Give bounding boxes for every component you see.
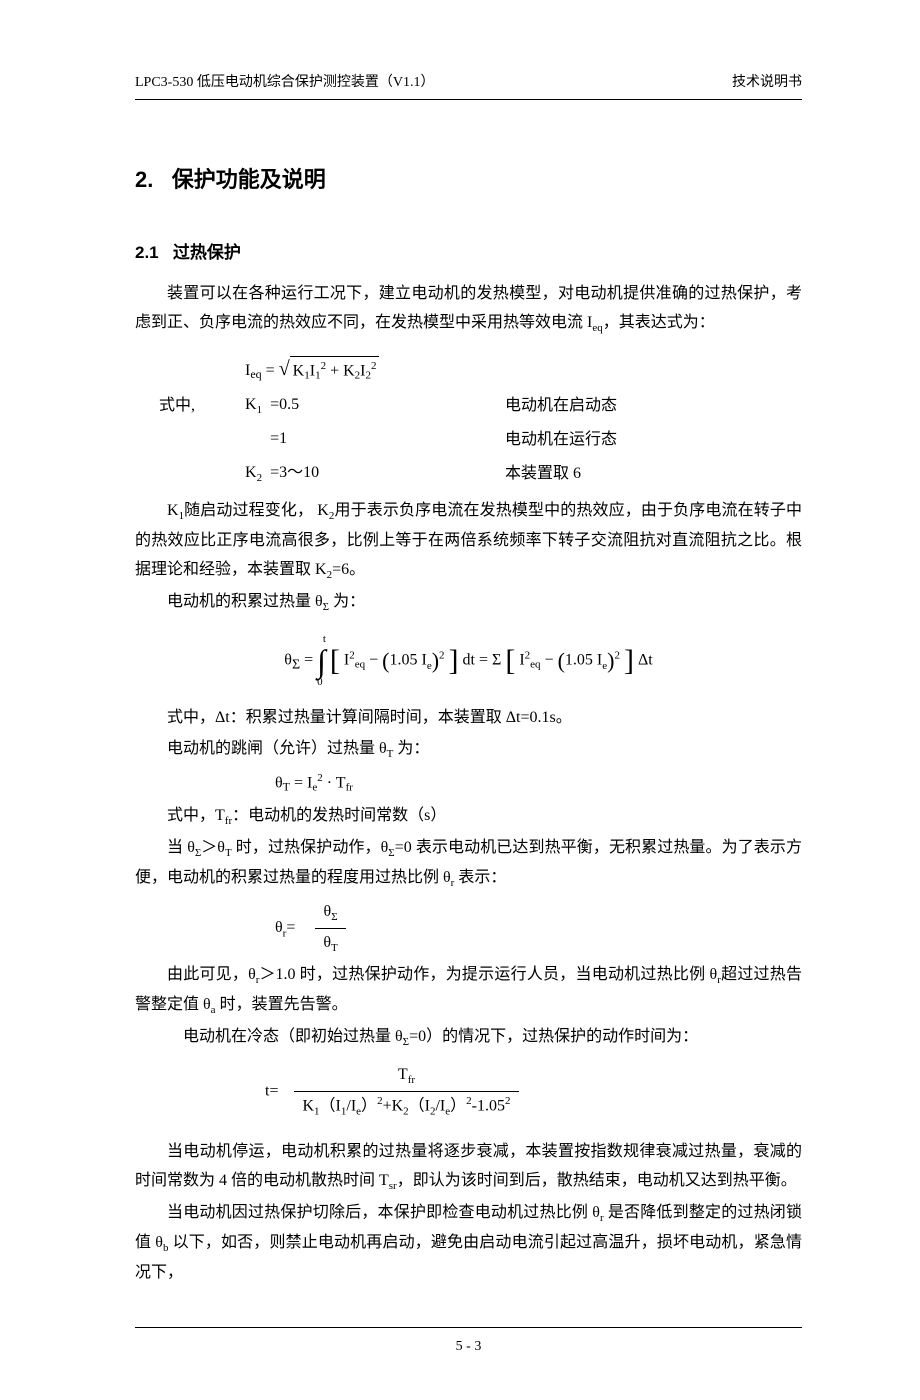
section-heading: 2. 保护功能及说明 bbox=[135, 160, 802, 200]
subsection-heading: 2.1 过热保护 bbox=[135, 238, 802, 269]
formula-ieq: Ieq = √ K1I12 + K2I22 式中, K1 =0.5 电动机在启动… bbox=[135, 351, 802, 489]
k2-line: K2 =3～10 bbox=[245, 459, 505, 489]
paragraph-2: K1随启动过程变化， K2用于表示负序电流在发热模型中的热效应，由于负序电流在转… bbox=[135, 497, 802, 586]
paragraph-11: 当电动机因过热保护切除后，本保护即检查电动机过热比例 θr 是否降低到整定的过热… bbox=[135, 1199, 802, 1288]
subsection-title: 过热保护 bbox=[173, 243, 241, 262]
where-label: 式中, bbox=[135, 392, 245, 421]
integral-symbol: ∫ bbox=[317, 645, 326, 677]
header-left: LPC3-530 低压电动机综合保护测控装置（V1.1） bbox=[135, 70, 434, 95]
section-title: 保护功能及说明 bbox=[172, 167, 326, 192]
paragraph-4: 式中，Δt：积累过热量计算间隔时间，本装置取 Δt=0.1s。 bbox=[135, 704, 802, 733]
paragraph-6: 式中，Tfr：电动机的发热时间常数（s） bbox=[135, 802, 802, 832]
k1-state-1: 电动机在启动态 bbox=[505, 392, 617, 421]
paragraph-5: 电动机的跳闸（允许）过热量 θT 为： bbox=[135, 735, 802, 765]
k1-state-2: 电动机在运行态 bbox=[505, 426, 617, 455]
formula-theta-t: θT = Ie2 · Tfr bbox=[135, 769, 802, 798]
page-footer: 5 - 3 bbox=[135, 1327, 802, 1359]
k2-note: 本装置取 6 bbox=[505, 460, 581, 489]
paragraph-3: 电动机的积累过热量 θΣ 为： bbox=[135, 588, 802, 618]
paragraph-7: 当 θΣ＞θT 时，过热保护动作，θΣ=0 表示电动机已达到热平衡，无积累过热量… bbox=[135, 834, 802, 894]
formula-theta-r: θr= θΣ θT bbox=[135, 898, 802, 959]
section-number: 2. bbox=[135, 167, 153, 192]
paragraph-1: 装置可以在各种运行工况下，建立电动机的发热模型，对电动机提供准确的过热保护，考虑… bbox=[135, 280, 802, 339]
paragraph-9: 电动机在冷态（即初始过热量 θΣ=0）的情况下，过热保护的动作时间为： bbox=[135, 1023, 802, 1053]
page-header: LPC3-530 低压电动机综合保护测控装置（V1.1） 技术说明书 bbox=[135, 70, 802, 100]
paragraph-10: 当电动机停运，电动机积累的过热量将逐步衰减，本装置按指数规律衰减过热量，衰减的时… bbox=[135, 1138, 802, 1197]
formula-theta-sigma: θΣ = t ∫ 0 [ I2eq − (1.05 Ie)2 ] dt = Σ … bbox=[135, 634, 802, 688]
formula-action-time: t= Tfr K1（I1/Ie）2+K2（I2/Ie）2-1.052 bbox=[135, 1061, 802, 1122]
header-right: 技术说明书 bbox=[732, 70, 802, 95]
k1-line-2: K1 =1 bbox=[245, 425, 505, 455]
subsection-number: 2.1 bbox=[135, 243, 159, 262]
page-number: 5 - 3 bbox=[456, 1339, 482, 1354]
paragraph-8: 由此可见，θr＞1.0 时，过热保护动作，为提示运行人员，当电动机过热比例 θr… bbox=[135, 961, 802, 1021]
k1-line-1: K1 =0.5 bbox=[245, 391, 505, 421]
formula-ieq-expr: Ieq = √ K1I12 + K2I22 bbox=[245, 351, 505, 387]
